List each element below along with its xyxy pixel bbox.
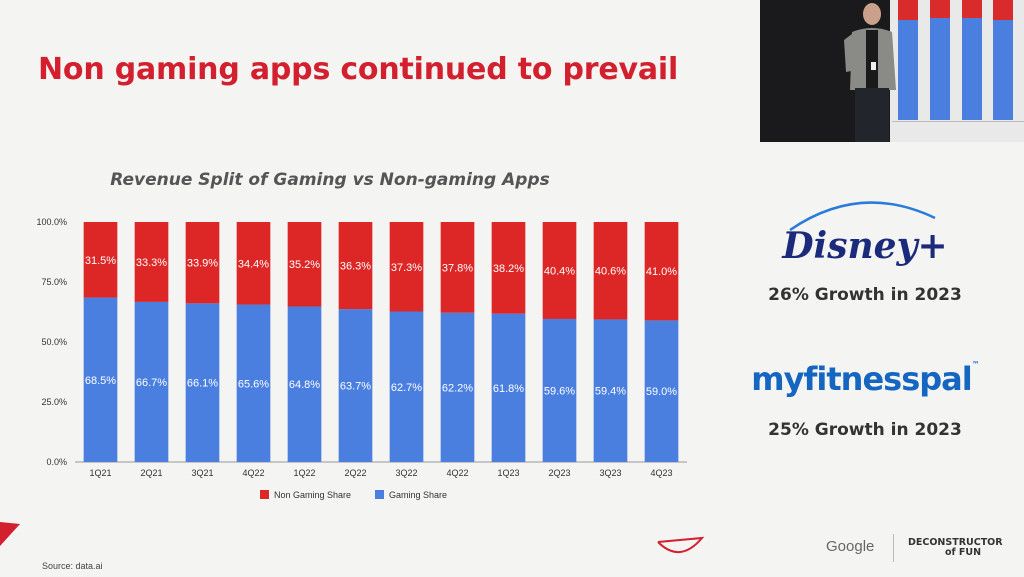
non-gaming-data-label: 37.3% (391, 262, 422, 274)
disney-logo-text: Disney+ (781, 225, 947, 267)
gaming-bar (134, 301, 169, 462)
legend-swatch (375, 490, 384, 499)
x-tick-label: 4Q22 (446, 468, 468, 478)
x-tick-label: 2Q21 (140, 468, 162, 478)
gaming-bar (83, 297, 118, 462)
non-gaming-bar (236, 222, 271, 305)
non-gaming-data-label: 33.9% (187, 258, 218, 270)
mfp-growth-text: 25% Growth in 2023 (768, 420, 962, 440)
gaming-data-label: 62.7% (391, 382, 422, 394)
footer-divider (893, 534, 894, 562)
mfp-logo-text: myfitnesspal (751, 360, 972, 398)
non-gaming-data-label: 34.4% (238, 258, 269, 270)
gaming-data-label: 65.6% (238, 378, 269, 390)
gaming-bar (542, 318, 577, 462)
x-tick-label: 4Q23 (650, 468, 672, 478)
gaming-bar (593, 319, 628, 462)
non-gaming-bar (491, 222, 526, 314)
non-gaming-bar (338, 222, 373, 310)
x-tick-label: 2Q23 (548, 468, 570, 478)
non-gaming-bar (389, 222, 424, 312)
disney-plus-logo: Disney+ (781, 201, 948, 267)
inset-slide-bars (892, 0, 1024, 122)
non-gaming-bar (287, 222, 322, 307)
y-tick-label: 75.0% (41, 277, 67, 287)
y-tick-label: 0.0% (46, 457, 67, 467)
disney-arc (789, 201, 936, 232)
x-tick-label: 3Q22 (395, 468, 417, 478)
non-gaming-data-label: 31.5% (85, 255, 116, 267)
dof-line2: of FUN (944, 547, 982, 558)
deconstructor-of-fun-logo: DECONSTRUCTOR of FUN (908, 538, 1018, 558)
non-gaming-bar (134, 222, 169, 302)
speaker-video-frame (760, 0, 1024, 142)
legend-label: Non Gaming Share (274, 490, 351, 500)
non-gaming-data-label: 38.2% (493, 263, 524, 275)
gaming-data-label: 68.5% (85, 375, 116, 387)
gaming-bar (236, 304, 271, 462)
gaming-data-label: 66.7% (136, 377, 167, 389)
disney-brand-block: Disney+ 26% Growth in 2023 (730, 190, 1000, 305)
x-tick-label: 1Q23 (497, 468, 519, 478)
dof-line1: DECONSTRUCTOR (908, 537, 1003, 548)
trademark-mark: ™ (971, 360, 980, 369)
gaming-bar (644, 320, 679, 462)
non-gaming-data-label: 35.2% (289, 259, 320, 271)
non-gaming-bar (185, 222, 220, 304)
red-arc-decoration (657, 536, 705, 553)
speaker-video-inset (760, 0, 1024, 142)
gaming-data-label: 62.2% (442, 382, 473, 394)
myfitnesspal-logo: myfitnesspal™ (730, 360, 1000, 398)
gaming-bar (185, 303, 220, 462)
gaming-bar (440, 312, 475, 462)
non-gaming-data-label: 36.3% (340, 261, 371, 273)
source-note: Source: data.ai (42, 561, 103, 571)
non-gaming-bar (644, 222, 679, 321)
gaming-bar (491, 313, 526, 462)
revenue-split-chart: Revenue Split of Gaming vs Non-gaming Ap… (30, 160, 710, 510)
x-tick-label: 1Q22 (293, 468, 315, 478)
gaming-data-label: 63.7% (340, 381, 371, 393)
non-gaming-data-label: 33.3% (136, 257, 167, 269)
x-tick-label: 3Q23 (599, 468, 621, 478)
speaker-figure (844, 3, 896, 142)
y-tick-label: 50.0% (41, 337, 67, 347)
mfp-brand-block: myfitnesspal™ 25% Growth in 2023 (730, 360, 1000, 440)
chart-title: Revenue Split of Gaming vs Non-gaming Ap… (110, 170, 550, 190)
legend-swatch (260, 490, 269, 499)
non-gaming-data-label: 40.6% (595, 266, 626, 278)
non-gaming-bar (440, 222, 475, 313)
disney-growth-text: 26% Growth in 2023 (768, 285, 962, 305)
gaming-data-label: 66.1% (187, 378, 218, 390)
x-tick-label: 4Q22 (242, 468, 264, 478)
gaming-data-label: 59.4% (595, 386, 626, 398)
x-tick-label: 1Q21 (89, 468, 111, 478)
non-gaming-bar (83, 222, 118, 298)
chart-plot: 0.0% 25.0% 50.0% 75.0% 100.0% 68.5% 31.5% 1Q21 6… (36, 217, 687, 500)
gaming-data-label: 61.8% (493, 383, 524, 395)
gaming-data-label: 64.8% (289, 379, 320, 391)
y-tick-label: 100.0% (36, 217, 67, 227)
corner-triangle-decoration (0, 522, 20, 546)
x-tick-label: 2Q22 (344, 468, 366, 478)
gaming-bar (287, 306, 322, 462)
x-tick-label: 3Q21 (191, 468, 213, 478)
gaming-bar (389, 311, 424, 462)
non-gaming-data-label: 40.4% (544, 265, 575, 277)
non-gaming-data-label: 37.8% (442, 262, 473, 274)
gaming-data-label: 59.0% (646, 386, 677, 398)
non-gaming-data-label: 41.0% (646, 266, 677, 278)
google-logo: Google (826, 538, 875, 555)
y-tick-label: 25.0% (41, 397, 67, 407)
legend-label: Gaming Share (389, 490, 447, 500)
slide-title: Non gaming apps continued to prevail (38, 52, 679, 87)
non-gaming-bar (593, 222, 628, 320)
gaming-data-label: 59.6% (544, 385, 575, 397)
non-gaming-bar (542, 222, 577, 319)
gaming-bar (338, 309, 373, 462)
